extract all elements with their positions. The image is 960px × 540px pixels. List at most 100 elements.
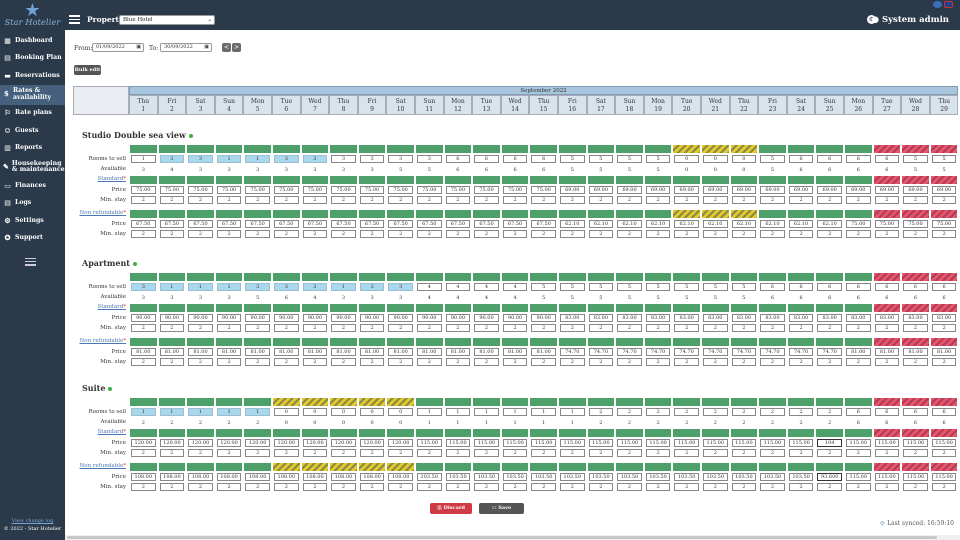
rooms-to-sell-row-cell[interactable]: 1 <box>216 408 242 416</box>
min-stay-row-cell[interactable]: 2 <box>817 483 842 491</box>
availability-status-cell[interactable] <box>214 397 244 407</box>
min-stay-row-cell[interactable]: 2 <box>502 324 528 332</box>
min-stay-row-cell[interactable]: 2 <box>588 230 614 238</box>
min-stay-row-cell[interactable]: 2 <box>188 230 213 238</box>
availability-status-cell[interactable] <box>929 397 958 407</box>
price-row-cell[interactable]: 90.00 <box>159 314 185 322</box>
price-row-cell[interactable]: 103.50 <box>645 473 671 481</box>
availability-status-cell[interactable] <box>500 209 530 219</box>
availability-status-cell[interactable] <box>844 462 873 472</box>
price-row-cell[interactable]: 62.10 <box>703 220 728 228</box>
availability-status-cell[interactable] <box>186 272 215 282</box>
price-row-cell[interactable]: 69.00 <box>645 186 671 194</box>
price-row-cell[interactable]: 67.50 <box>131 220 156 228</box>
rate-plan-link[interactable]: Standard* <box>73 175 129 184</box>
rooms-to-sell-row-cell[interactable]: 5 <box>931 155 957 163</box>
rooms-to-sell-row-cell[interactable]: 4 <box>445 283 471 291</box>
rooms-to-sell-row-cell[interactable]: 0 <box>674 155 699 163</box>
min-stay-row-cell[interactable]: 2 <box>931 358 957 366</box>
price-row-cell[interactable]: 115.00 <box>560 439 585 447</box>
availability-status-cell[interactable] <box>443 428 473 438</box>
price-row-cell[interactable]: 81.00 <box>417 348 442 356</box>
rate-plan-link[interactable]: Non refundable* <box>73 337 129 346</box>
availability-status-cell[interactable] <box>272 397 301 407</box>
price-row-cell[interactable]: 83.00 <box>846 314 871 322</box>
price-row-cell[interactable]: 108.00 <box>188 473 213 481</box>
availability-status-cell[interactable] <box>701 303 730 313</box>
min-stay-row-cell[interactable]: 2 <box>817 449 842 457</box>
min-stay-row-cell[interactable]: 2 <box>531 196 556 204</box>
availability-status-cell[interactable] <box>558 303 587 313</box>
min-stay-row-cell[interactable]: 2 <box>331 483 356 491</box>
price-row-cell[interactable]: 75.00 <box>302 186 328 194</box>
min-stay-row-cell[interactable]: 2 <box>588 324 614 332</box>
price-row-cell[interactable]: 75.00 <box>388 186 413 194</box>
price-row-cell[interactable]: 69.00 <box>817 186 842 194</box>
availability-status-cell[interactable] <box>615 337 644 347</box>
price-row-cell[interactable]: 103.50 <box>703 473 728 481</box>
rooms-to-sell-row-cell[interactable]: 3 <box>388 155 413 163</box>
min-stay-row-cell[interactable]: 2 <box>731 483 757 491</box>
min-stay-row-cell[interactable]: 2 <box>159 358 185 366</box>
price-row-cell[interactable]: 115.00 <box>588 439 614 447</box>
rooms-to-sell-row-cell[interactable]: 3 <box>159 155 185 163</box>
price-row-cell[interactable]: 69.00 <box>674 186 699 194</box>
availability-status-cell[interactable] <box>615 209 644 219</box>
availability-status-cell[interactable] <box>844 397 873 407</box>
price-row-cell[interactable]: 103.50 <box>760 473 785 481</box>
price-row-cell[interactable]: 69.00 <box>931 186 957 194</box>
price-row-cell[interactable]: 115.00 <box>903 473 928 481</box>
availability-status-cell[interactable] <box>729 397 759 407</box>
availability-status-cell[interactable] <box>872 303 902 313</box>
rooms-to-sell-row-cell[interactable]: 3 <box>245 283 270 291</box>
availability-status-cell[interactable] <box>129 337 158 347</box>
price-row-cell[interactable]: 67.50 <box>302 220 328 228</box>
availability-status-cell[interactable] <box>729 175 759 185</box>
availability-status-cell[interactable] <box>929 175 958 185</box>
min-stay-row-cell[interactable]: 2 <box>417 449 442 457</box>
availability-status-cell[interactable] <box>672 272 701 282</box>
price-row-cell[interactable]: 83.00 <box>617 314 642 322</box>
availability-status-cell[interactable] <box>815 303 844 313</box>
price-row-cell[interactable]: 90.00 <box>274 314 299 322</box>
min-stay-row-cell[interactable]: 2 <box>731 324 757 332</box>
min-stay-row-cell[interactable]: 2 <box>216 196 242 204</box>
price-row-cell[interactable]: 103.50 <box>674 473 699 481</box>
price-row-cell[interactable]: 90.00 <box>245 314 270 322</box>
price-row-cell[interactable]: 120.00 <box>359 439 385 447</box>
price-row-cell[interactable]: 90.00 <box>502 314 528 322</box>
price-row-cell[interactable]: 75.00 <box>417 186 442 194</box>
availability-status-cell[interactable] <box>529 397 558 407</box>
price-row-cell[interactable]: 67.50 <box>331 220 356 228</box>
min-stay-row-cell[interactable]: 2 <box>216 324 242 332</box>
availability-status-cell[interactable] <box>901 397 930 407</box>
min-stay-row-cell[interactable]: 2 <box>445 196 471 204</box>
availability-status-cell[interactable] <box>872 175 902 185</box>
availability-status-cell[interactable] <box>558 209 587 219</box>
availability-status-cell[interactable] <box>815 397 844 407</box>
price-row-cell[interactable]: 83.00 <box>731 314 757 322</box>
price-row-cell[interactable]: 108.00 <box>245 473 270 481</box>
availability-status-cell[interactable] <box>214 175 244 185</box>
min-stay-row-cell[interactable]: 2 <box>588 196 614 204</box>
price-row-cell[interactable]: 75.00 <box>903 220 928 228</box>
price-row-cell[interactable]: 69.00 <box>760 186 785 194</box>
availability-status-cell[interactable] <box>786 272 816 282</box>
availability-status-cell[interactable] <box>443 462 473 472</box>
rooms-to-sell-row-cell[interactable]: 6 <box>874 283 900 291</box>
availability-status-cell[interactable] <box>901 209 930 219</box>
availability-status-cell[interactable] <box>329 175 358 185</box>
availability-status-cell[interactable] <box>386 303 415 313</box>
availability-status-cell[interactable] <box>672 337 701 347</box>
rooms-to-sell-row-cell[interactable]: 5 <box>617 283 642 291</box>
availability-status-cell[interactable] <box>872 428 902 438</box>
availability-status-cell[interactable] <box>357 337 387 347</box>
availability-status-cell[interactable] <box>357 144 387 154</box>
price-row-cell[interactable]: 83.00 <box>817 314 842 322</box>
price-row-cell[interactable]: 83.00 <box>874 314 900 322</box>
availability-status-cell[interactable] <box>443 337 473 347</box>
rooms-to-sell-row-cell[interactable]: 4 <box>474 283 499 291</box>
min-stay-row-cell[interactable]: 2 <box>674 483 699 491</box>
min-stay-row-cell[interactable]: 2 <box>760 324 785 332</box>
rate-plan-link[interactable]: Non refundable* <box>73 209 129 218</box>
